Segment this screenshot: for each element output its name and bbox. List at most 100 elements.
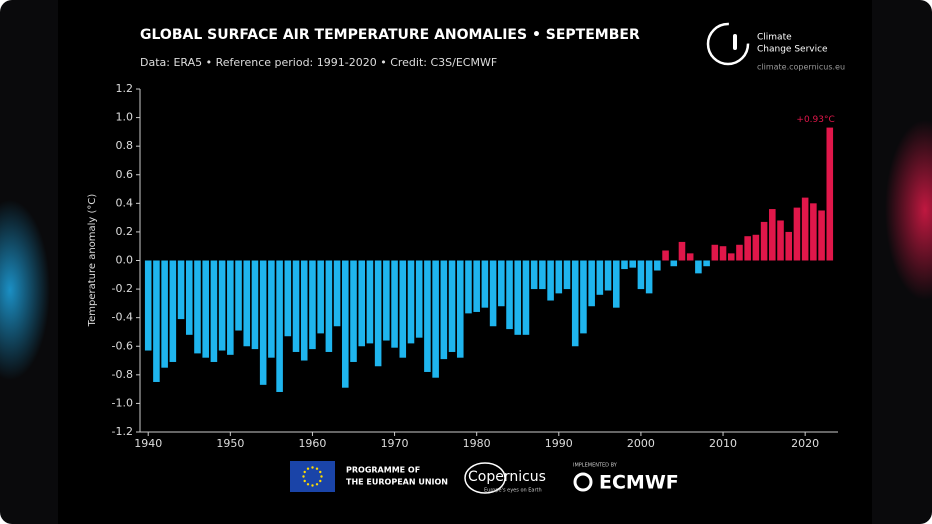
bar [218, 260, 226, 351]
bar [202, 260, 209, 358]
chart-subtitle: Data: ERA5 • Reference period: 1991-2020… [140, 56, 497, 69]
bar [374, 260, 382, 367]
bar [760, 221, 768, 261]
y-tick-label: 0.2 [116, 225, 134, 238]
y-tick-label: 0.6 [116, 168, 134, 181]
eu-star [311, 466, 314, 469]
bar [284, 260, 292, 337]
copernicus-text: Copernicus [468, 469, 546, 485]
bar [161, 260, 168, 368]
bar [489, 260, 497, 327]
bar [185, 260, 193, 335]
bar [259, 260, 267, 385]
bar [539, 260, 546, 290]
x-tick-label: 2010 [709, 437, 737, 450]
bar [227, 260, 234, 355]
bar [818, 210, 825, 261]
eu-text: THE EUROPEAN UNION [346, 478, 448, 487]
eu-flag [290, 461, 335, 492]
bar [555, 260, 563, 294]
y-tick-label: -0.8 [112, 368, 133, 381]
bar [292, 260, 300, 352]
bar [440, 260, 448, 360]
ecmwf-text: ECMWF [599, 472, 679, 494]
logo-url: climate.copernicus.eu [757, 63, 845, 72]
bar [785, 231, 793, 261]
bar [210, 260, 218, 362]
bar [826, 127, 834, 261]
y-tick-label: 0.0 [116, 254, 134, 267]
bar [366, 260, 374, 344]
bar [612, 260, 620, 308]
bar [670, 260, 678, 267]
bar [383, 260, 390, 341]
bar [621, 260, 628, 270]
bar [645, 260, 653, 294]
bar [629, 260, 636, 268]
annotation: +0.93°C [796, 115, 834, 125]
eu-star [303, 479, 306, 483]
ecmwf-icon [573, 472, 593, 492]
bar [678, 241, 686, 261]
x-tick-label: 1960 [298, 437, 326, 450]
eu-star [302, 475, 305, 478]
y-axis-label: Temperature anomaly (°C) [87, 194, 98, 328]
copernicus-ring [464, 462, 506, 494]
y-tick-label: -1.0 [112, 396, 133, 409]
x-tick-label: 1990 [545, 437, 573, 450]
eu-star [306, 483, 310, 486]
y-tick-label: -0.6 [112, 339, 133, 352]
bar [317, 260, 324, 334]
bar [588, 260, 595, 307]
bar [251, 260, 259, 350]
bar [810, 203, 817, 261]
bar [243, 260, 251, 347]
bar [752, 234, 760, 261]
x-tick-label: 2000 [627, 437, 655, 450]
bar [793, 207, 801, 261]
bar [530, 260, 538, 290]
y-tick-label: 0.8 [116, 139, 134, 152]
c3s-logo-thermo [733, 34, 737, 50]
chart-title: GLOBAL SURFACE AIR TEMPERATURE ANOMALIES… [140, 27, 640, 43]
bar [235, 260, 242, 331]
logo-text: Climate [757, 33, 792, 43]
y-tick-label: 1.0 [116, 111, 134, 124]
bar [744, 236, 751, 261]
bar [711, 244, 719, 261]
bar [719, 246, 727, 261]
eu-star [320, 475, 323, 478]
eu-star [319, 470, 322, 474]
panel [58, 0, 872, 524]
bar [801, 197, 809, 261]
bar [695, 260, 702, 274]
bar [432, 260, 439, 378]
bar [596, 260, 604, 295]
bar [662, 250, 669, 261]
bar [342, 260, 349, 388]
bar [325, 260, 333, 352]
bar [177, 260, 185, 320]
bar [391, 260, 398, 348]
implemented-text: IMPLEMENTED BY [573, 463, 618, 469]
bar [571, 260, 579, 347]
x-tick-label: 1940 [134, 437, 162, 450]
y-tick-label: -1.2 [112, 425, 133, 438]
bar [358, 260, 366, 347]
x-tick-label: 1950 [216, 437, 244, 450]
bar [769, 209, 776, 261]
bar [424, 260, 431, 372]
c3s-logo [706, 22, 750, 66]
bar [415, 260, 423, 338]
eu-star [306, 467, 310, 470]
eu-star [311, 484, 314, 487]
bar [399, 260, 407, 358]
bar [654, 260, 661, 271]
eu-star [319, 479, 322, 483]
copernicus-tag: Europe's eyes on Earth [484, 488, 542, 494]
bar [727, 253, 735, 261]
bar [514, 260, 522, 335]
y-tick-label: 0.4 [116, 196, 134, 209]
